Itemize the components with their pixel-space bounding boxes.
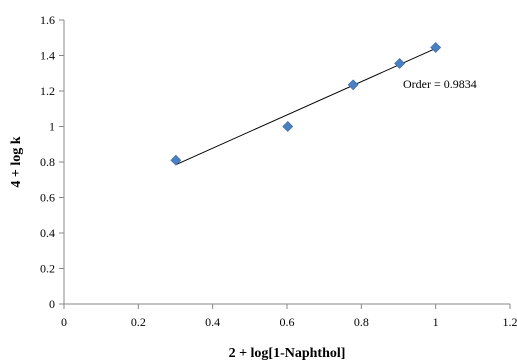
x-tick-label: 0 xyxy=(61,315,67,329)
y-axis-title: 4 + log k xyxy=(9,136,24,187)
y-tick-label: 1.2 xyxy=(40,84,55,98)
data-points xyxy=(170,42,442,166)
y-tick-label: 0.2 xyxy=(40,262,55,276)
y-tick-label: 0.6 xyxy=(40,191,55,205)
x-tick-label: 1 xyxy=(433,315,439,329)
y-tick-label: 1 xyxy=(49,120,55,134)
trendline-group xyxy=(175,47,436,166)
x-tick-label: 0.4 xyxy=(205,315,220,329)
y-tick-label: 0.4 xyxy=(40,226,55,240)
x-tick-labels: 0 0.2 0.4 0.6 0.8 1 1.2 xyxy=(61,315,517,329)
y-tick-label: 1.6 xyxy=(40,13,55,27)
data-point-diamond xyxy=(170,154,182,166)
x-tick-label: 0.8 xyxy=(354,315,369,329)
x-tick-label: 0.2 xyxy=(131,315,146,329)
x-tick-label: 1.2 xyxy=(503,315,517,329)
data-point-diamond xyxy=(430,42,442,53)
data-point-diamond xyxy=(394,58,406,69)
order-annotation: Order = 0.9834 xyxy=(403,77,477,91)
trendline xyxy=(175,47,436,166)
x-tick-label: 0.6 xyxy=(280,315,295,329)
y-tick-labels: 0 0.2 0.4 0.6 0.8 1 1.2 1.4 1.6 xyxy=(40,13,55,311)
data-point-diamond xyxy=(282,121,294,132)
data-point-diamond xyxy=(347,79,359,91)
y-tick-label: 0 xyxy=(49,297,55,311)
axes xyxy=(59,19,511,309)
x-axis-title: 2 + log[1-Naphthol] xyxy=(229,346,346,361)
y-tick-label: 0.8 xyxy=(40,155,55,169)
y-tick-label: 1.4 xyxy=(40,49,55,63)
